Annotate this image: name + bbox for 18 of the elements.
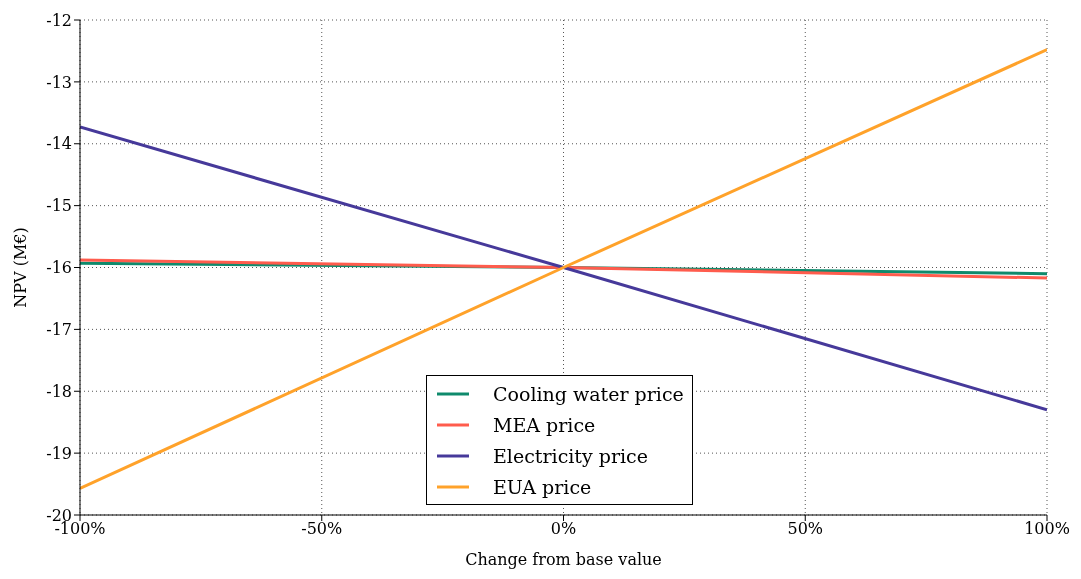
y-tick-label: -16 xyxy=(46,258,72,278)
y-tick-label: -13 xyxy=(46,72,72,92)
x-tick-label: 0% xyxy=(550,519,577,539)
legend-label: Electricity price xyxy=(493,444,648,467)
legend-label: Cooling water price xyxy=(493,382,684,405)
y-tick-label: -17 xyxy=(46,320,72,340)
legend-label: EUA price xyxy=(493,475,592,498)
y-tick-label: -15 xyxy=(46,196,72,216)
y-tick-label: -19 xyxy=(46,443,72,463)
x-tick-label: 50% xyxy=(787,519,824,539)
y-axis-title: NPV (M€) xyxy=(10,227,30,308)
y-tick-label: -18 xyxy=(46,381,72,401)
y-tick-label: -14 xyxy=(46,134,72,154)
y-tick-label: -12 xyxy=(46,10,72,30)
x-axis-title: Change from base value xyxy=(465,550,662,569)
legend-label: MEA price xyxy=(493,413,596,436)
x-tick-label: 100% xyxy=(1024,519,1070,539)
x-tick-label: -50% xyxy=(301,519,343,539)
